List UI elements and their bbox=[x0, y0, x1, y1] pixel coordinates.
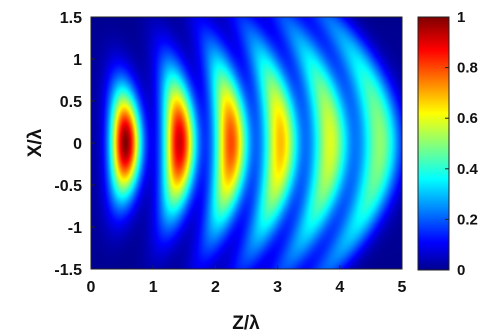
x-tick-label: 5 bbox=[398, 279, 407, 296]
colorbar-tick-label: 0 bbox=[457, 262, 465, 279]
y-tick-label: -1 bbox=[68, 220, 82, 237]
plot-area bbox=[90, 16, 403, 270]
x-tick-label: 2 bbox=[211, 279, 220, 296]
colorbar-tick-label: 0.6 bbox=[457, 110, 478, 127]
y-tick-label: -1.5 bbox=[54, 262, 82, 279]
y-tick-label: 1 bbox=[73, 52, 82, 69]
colorbar-tick-label: 0.4 bbox=[457, 161, 479, 178]
y-tick-label: 1.5 bbox=[60, 10, 82, 27]
x-axis-ticks: 0 1 2 3 4 5 bbox=[87, 265, 407, 296]
colorbar-tick-label: 0.2 bbox=[457, 211, 478, 228]
x-tick-label: 0 bbox=[87, 279, 96, 296]
x-tick-label: 1 bbox=[149, 279, 158, 296]
colorbar-gradient bbox=[417, 16, 450, 271]
colorbar-tick-label: 0.8 bbox=[457, 60, 478, 77]
x-axis-label: Z/λ bbox=[232, 313, 260, 334]
colorbar-ticks: 1 0.8 0.6 0.4 0.2 0 bbox=[445, 9, 479, 279]
colorbar-tick-label: 1 bbox=[457, 9, 465, 26]
y-tick-label: 0.5 bbox=[60, 94, 82, 111]
heatmap-image bbox=[91, 17, 402, 269]
y-axis-ticks: 1.5 1 0.5 0 -0.5 -1 -1.5 bbox=[54, 10, 95, 279]
x-tick-label: 3 bbox=[273, 279, 282, 296]
x-tick-label: 4 bbox=[335, 279, 344, 296]
y-tick-label: -0.5 bbox=[54, 178, 82, 195]
colorbar: 1 0.8 0.6 0.4 0.2 0 bbox=[417, 9, 479, 279]
y-tick-label: 0 bbox=[73, 136, 82, 153]
y-axis-label: X/λ bbox=[25, 128, 46, 157]
